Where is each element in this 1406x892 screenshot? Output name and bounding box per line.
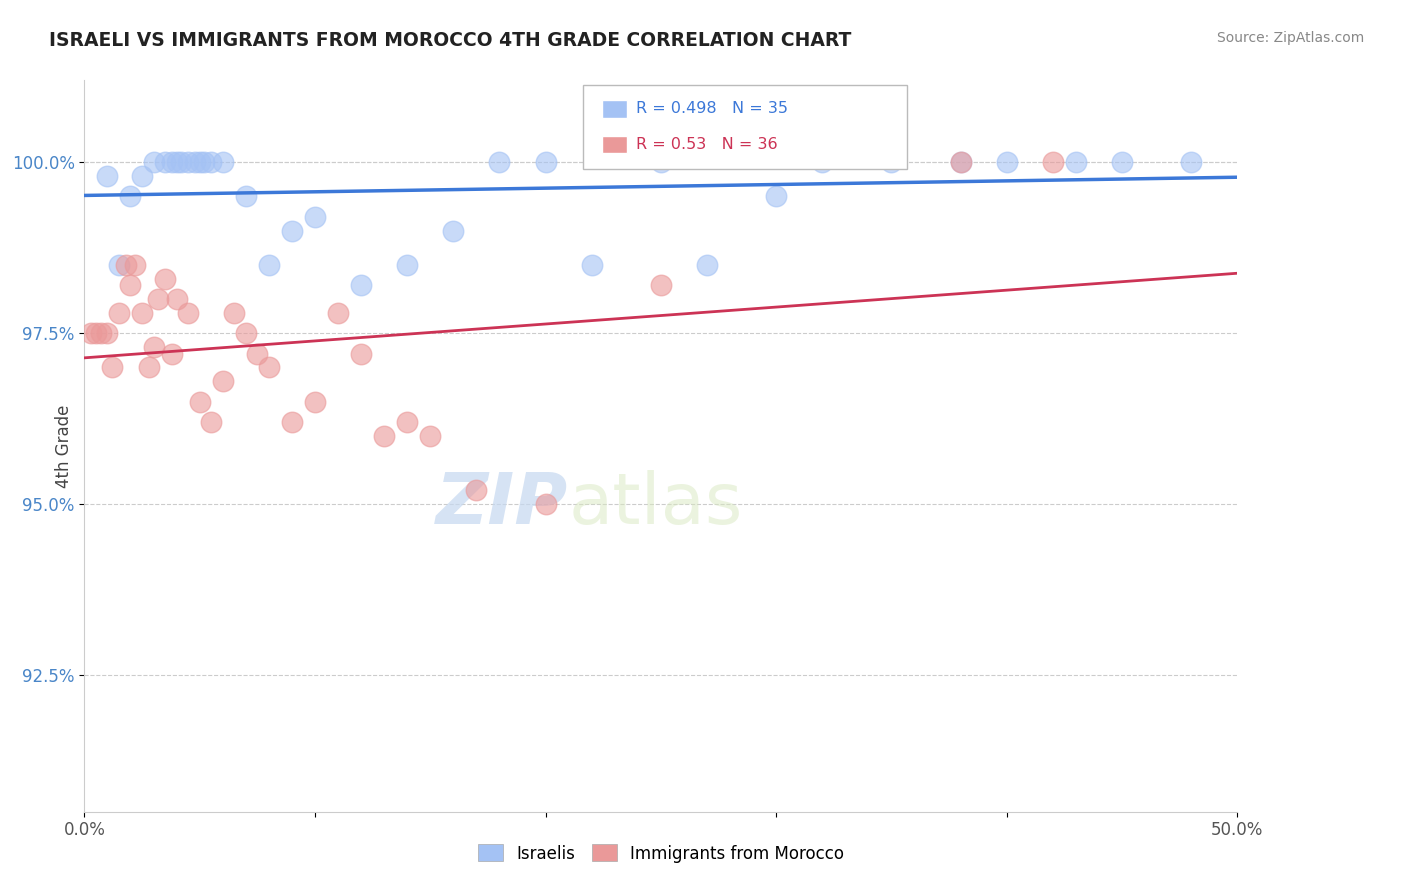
Point xyxy=(153,271,176,285)
Point xyxy=(120,189,142,203)
Text: ISRAELI VS IMMIGRANTS FROM MOROCCO 4TH GRADE CORRELATION CHART: ISRAELI VS IMMIGRANTS FROM MOROCCO 4TH G… xyxy=(49,31,852,50)
Point xyxy=(89,326,111,341)
Point xyxy=(1064,155,1087,169)
Point xyxy=(235,326,257,341)
Point xyxy=(96,326,118,341)
Point xyxy=(419,429,441,443)
Point xyxy=(188,155,211,169)
Point xyxy=(235,189,257,203)
Point xyxy=(949,155,972,169)
Point xyxy=(115,258,138,272)
Point xyxy=(177,155,200,169)
Text: Source: ZipAtlas.com: Source: ZipAtlas.com xyxy=(1216,31,1364,45)
Point xyxy=(124,258,146,272)
Point xyxy=(166,155,188,169)
Point xyxy=(142,340,165,354)
Y-axis label: 4th Grade: 4th Grade xyxy=(55,404,73,488)
Point xyxy=(160,347,183,361)
Point xyxy=(811,155,834,169)
Point xyxy=(188,394,211,409)
Point xyxy=(373,429,395,443)
Point xyxy=(101,360,124,375)
Point xyxy=(108,306,131,320)
Point xyxy=(166,292,188,306)
Point xyxy=(224,306,246,320)
Point xyxy=(131,306,153,320)
Point xyxy=(880,155,903,169)
Point xyxy=(488,155,510,169)
Point xyxy=(281,415,304,429)
Point xyxy=(995,155,1018,169)
Point xyxy=(160,155,183,169)
Point xyxy=(304,394,326,409)
Point xyxy=(650,155,672,169)
Text: atlas: atlas xyxy=(568,470,742,539)
Point xyxy=(1180,155,1202,169)
Point xyxy=(534,497,557,511)
Point xyxy=(211,374,233,388)
Text: R = 0.53   N = 36: R = 0.53 N = 36 xyxy=(636,137,778,152)
Point xyxy=(534,155,557,169)
Point xyxy=(80,326,103,341)
Point xyxy=(465,483,488,498)
Point xyxy=(396,258,419,272)
Point xyxy=(949,155,972,169)
Point xyxy=(396,415,419,429)
Point xyxy=(193,155,215,169)
Point xyxy=(281,224,304,238)
Point xyxy=(146,292,169,306)
Text: ZIP: ZIP xyxy=(436,470,568,539)
Point xyxy=(581,258,603,272)
Legend: Israelis, Immigrants from Morocco: Israelis, Immigrants from Morocco xyxy=(471,838,851,869)
Text: R = 0.498   N = 35: R = 0.498 N = 35 xyxy=(636,102,787,116)
Point xyxy=(131,169,153,183)
Point xyxy=(170,155,193,169)
Point xyxy=(350,278,373,293)
Point xyxy=(696,258,718,272)
Point xyxy=(650,278,672,293)
Point xyxy=(326,306,349,320)
Point xyxy=(142,155,165,169)
Point xyxy=(1042,155,1064,169)
Point xyxy=(1111,155,1133,169)
Point xyxy=(200,155,222,169)
Point xyxy=(108,258,131,272)
Point xyxy=(441,224,464,238)
Point xyxy=(184,155,207,169)
Point xyxy=(257,258,280,272)
Point xyxy=(120,278,142,293)
Point xyxy=(350,347,373,361)
Point xyxy=(96,169,118,183)
Point xyxy=(246,347,269,361)
Point xyxy=(211,155,233,169)
Point xyxy=(257,360,280,375)
Point xyxy=(304,210,326,224)
Point xyxy=(200,415,222,429)
Point xyxy=(153,155,176,169)
Point xyxy=(765,189,787,203)
Point xyxy=(84,326,107,341)
Point xyxy=(138,360,160,375)
Point xyxy=(177,306,200,320)
